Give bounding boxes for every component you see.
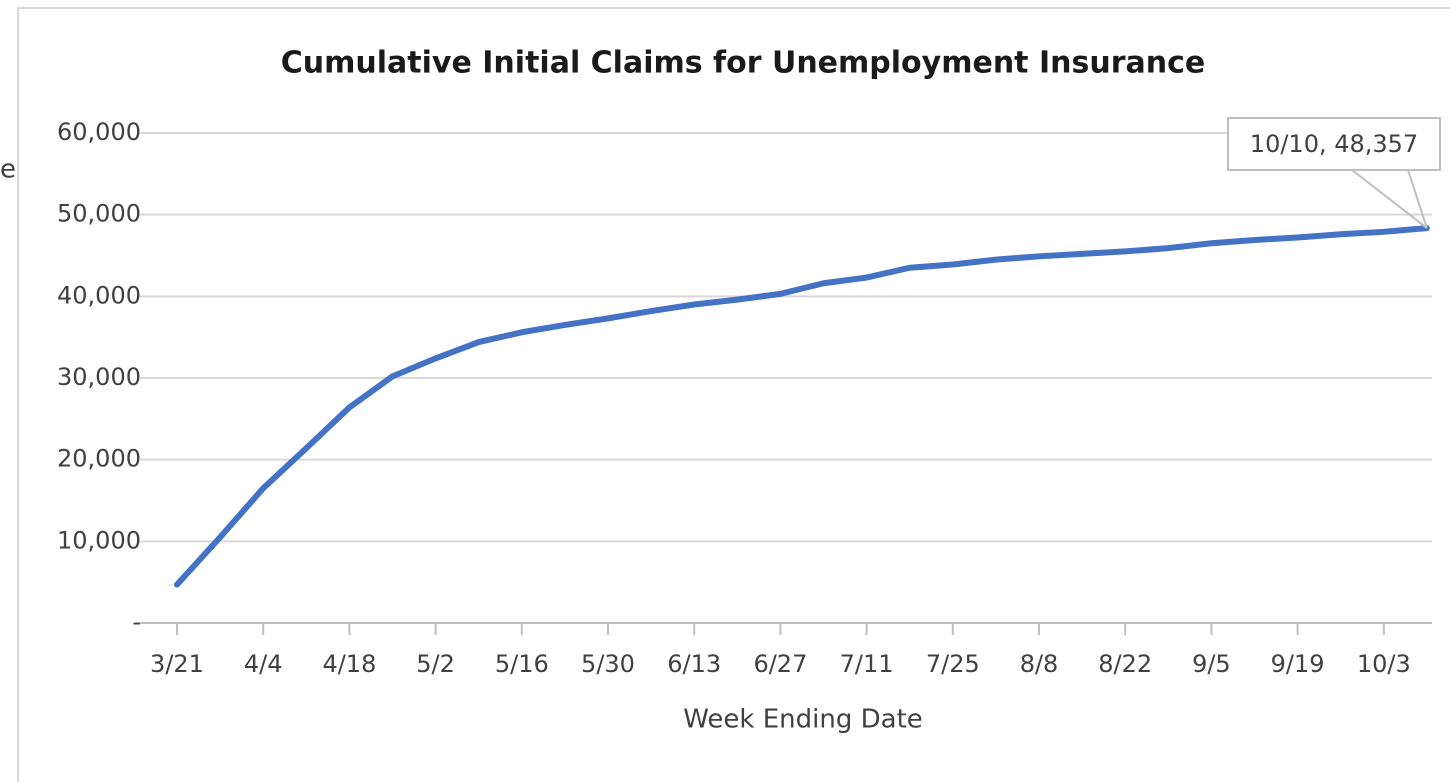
x-tick-label: 7/25 (926, 650, 980, 678)
chart-frame (17, 7, 1450, 782)
x-tick-label: 5/30 (581, 650, 635, 678)
y-tick-label: 10,000 (57, 526, 141, 554)
y-tick-label: 20,000 (57, 445, 141, 473)
x-tick-label: 3/21 (150, 650, 204, 678)
x-tick-label: 9/19 (1271, 650, 1325, 678)
x-tick-label: 10/3 (1357, 650, 1411, 678)
y-tick-label: 40,000 (57, 281, 141, 309)
x-tick-label: 5/16 (495, 650, 549, 678)
x-tick-label: 4/4 (244, 650, 283, 678)
y-tick-label: 30,000 (57, 363, 141, 391)
callout-label: 10/10, 48,357 (1250, 130, 1418, 158)
x-tick-label: 7/11 (840, 650, 894, 678)
x-tick-label: 8/22 (1098, 650, 1152, 678)
callout-leader (1407, 169, 1428, 229)
line-series (174, 225, 1430, 588)
x-tick-label: 8/8 (1020, 650, 1059, 678)
x-tick-label: 4/18 (322, 650, 376, 678)
y-tick-label: 60,000 (57, 118, 141, 146)
callout-box (1227, 117, 1441, 171)
x-tick-label: 6/13 (667, 650, 721, 678)
y-tick-label: 50,000 (57, 200, 141, 228)
x-tick-label: 6/27 (753, 650, 807, 678)
chart-title: Cumulative Initial Claims for Unemployme… (281, 46, 1205, 81)
x-tick-label: 9/5 (1192, 650, 1231, 678)
x-axis-label: Week Ending Date (683, 705, 923, 735)
callout-leader (1351, 169, 1428, 229)
x-tick-label: 5/2 (416, 650, 455, 678)
y-tick-label: - (132, 608, 141, 636)
cropped-text: e (0, 155, 16, 185)
